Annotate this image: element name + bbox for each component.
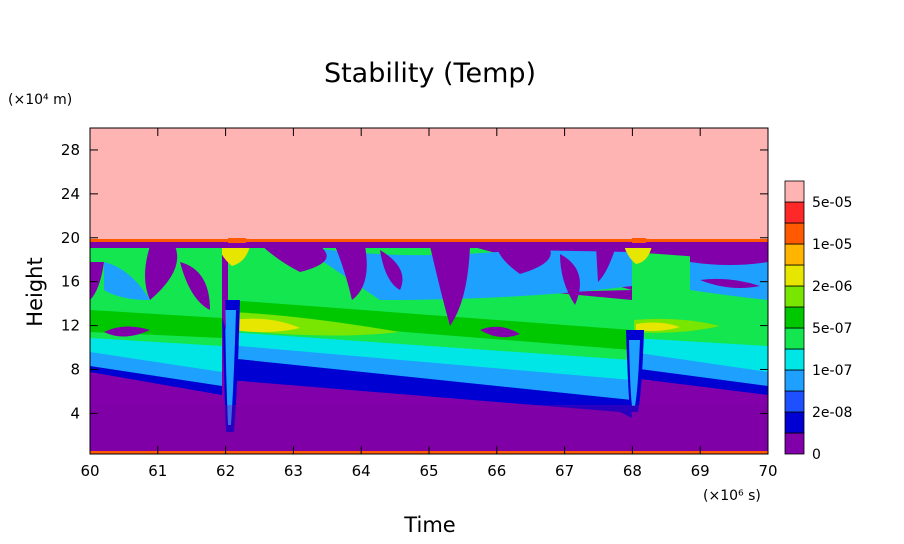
lower-variation (90, 405, 768, 454)
y-tick-label: 8 (70, 360, 80, 378)
y-axis: 4 8 12 16 20 24 28 (61, 141, 768, 422)
upper-purple-band (90, 242, 768, 248)
dip-cycle-1 (104, 326, 150, 337)
band-yellow-cycle-3 (636, 322, 680, 331)
top-high-stability-region (90, 128, 768, 241)
tropopause-line (90, 239, 768, 242)
layer-blue-cycle-3 (632, 366, 768, 395)
colorbar-swatch (784, 180, 805, 203)
y-tick-label: 4 (70, 404, 80, 422)
chart-title: Stability (Temp) (324, 58, 536, 89)
layer-cyan-cycle-3 (632, 335, 768, 372)
y-axis-unit: (×10⁴ m) (8, 92, 72, 108)
purple-streaks-cycle-1 (90, 246, 210, 310)
colorbar-swatch (784, 243, 805, 266)
cap-68 (624, 246, 652, 264)
x-tick-label: 69 (691, 462, 710, 480)
x-tick-label: 67 (555, 462, 574, 480)
x-axis: 60 61 62 63 64 65 66 67 68 69 70 (80, 128, 778, 480)
colorbar-swatch (784, 306, 805, 329)
x-tick-label: 66 (487, 462, 506, 480)
y-tick-label: 20 (61, 229, 80, 247)
colorbar-swatch (784, 264, 805, 287)
colorbar-label: 5e-07 (812, 321, 852, 337)
purple-streaks-cycle-3 (690, 246, 768, 288)
band-yellow-cycle-2 (232, 318, 300, 333)
x-tick-label: 63 (284, 462, 303, 480)
plot-area (90, 128, 768, 454)
x-tick-label: 60 (80, 462, 99, 480)
colorbar-swatch (784, 222, 805, 245)
colorbar-label: 2e-08 (812, 405, 852, 421)
colorbar-swatch (784, 285, 805, 308)
y-tick-label: 24 (61, 185, 80, 203)
layer-lightblue-cycle-1 (90, 350, 222, 386)
colorbar-swatch (784, 411, 805, 434)
cap-62 (218, 246, 250, 266)
layer-lightblue-cycle-3 (632, 350, 768, 386)
x-tick-label: 65 (419, 462, 438, 480)
y-axis-label: Height (23, 257, 47, 326)
colorbar-label: 1e-07 (812, 363, 852, 379)
upper-lightblue-cycle-1 (104, 262, 150, 300)
colorbar-label: 2e-06 (812, 279, 852, 295)
x-axis-unit: (×10⁶ s) (703, 488, 761, 504)
y-tick-label: 28 (61, 141, 80, 159)
colorbar-swatch (784, 390, 805, 413)
colorbar-swatch (784, 201, 805, 224)
x-tick-label: 68 (623, 462, 642, 480)
colorbar-swatch (784, 369, 805, 392)
x-tick-label: 64 (352, 462, 371, 480)
dip-cycle-2 (480, 326, 520, 338)
y-tick-label: 12 (61, 317, 80, 335)
spike-62-light (225, 310, 236, 425)
x-axis-label: Time (403, 513, 455, 537)
colorbar-label: 5e-05 (812, 195, 852, 211)
colorbar-swatch (784, 348, 805, 371)
colorbar-label: 0 (812, 447, 821, 463)
colorbar: 0 2e-08 1e-07 5e-07 2e-06 1e-05 5e-05 (784, 180, 852, 463)
purple-streaks-cycle-2 (262, 246, 616, 326)
x-tick-label: 62 (216, 462, 235, 480)
spike-68-light (629, 340, 640, 406)
x-tick-label: 70 (758, 462, 777, 480)
colorbar-label: 1e-05 (812, 237, 852, 253)
colorbar-swatch (784, 327, 805, 350)
layer-blue-cycle-1 (90, 365, 222, 395)
x-tick-label: 61 (148, 462, 167, 480)
band-darkgreen-cycle-2 (228, 300, 632, 350)
y-tick-label: 16 (61, 273, 80, 291)
colorbar-swatch (784, 432, 805, 455)
layer-cyan-cycle-1 (90, 335, 222, 372)
